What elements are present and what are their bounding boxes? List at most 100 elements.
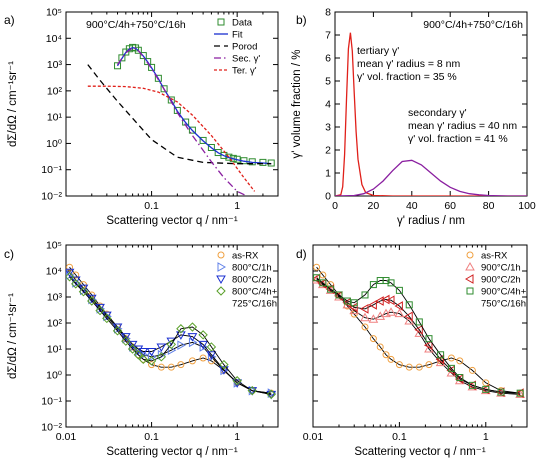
x-tick-label: 100 (518, 200, 536, 212)
data-layer (66, 263, 277, 400)
data-point (146, 356, 157, 366)
data-point (139, 349, 149, 360)
y-tick-label: 10⁵ (46, 7, 62, 19)
data-point (343, 297, 351, 305)
data-point (78, 284, 89, 294)
legend-label: 800°C/4h+ (232, 287, 278, 298)
fit-line-2 (316, 279, 521, 395)
data-point (405, 363, 413, 371)
data-point (266, 390, 277, 400)
y-tick-label: 10⁻¹ (41, 396, 62, 408)
y-tick-label: 1 (325, 168, 331, 180)
data-point (188, 357, 196, 365)
data-point (87, 296, 97, 306)
data-point (144, 58, 152, 66)
y-tick-label: 10² (47, 85, 63, 97)
legend-label: 800°C/2h (232, 275, 272, 286)
x-tick-label: 1 (234, 200, 240, 212)
fit-line-1 (69, 266, 272, 394)
data-point (394, 301, 403, 311)
data-point (167, 363, 175, 371)
x-tick-label: 0.01 (303, 431, 324, 443)
legend-label: Sec. γ' (232, 54, 260, 65)
data-point (139, 52, 147, 60)
panel-label: d) (296, 247, 307, 261)
legend-label: 900°C/2h (481, 275, 521, 286)
data-point (199, 136, 207, 144)
series-line-4 (116, 47, 248, 196)
data-point (382, 351, 390, 359)
data-point (387, 355, 395, 363)
data-point (232, 376, 242, 386)
y-tick-label: 10⁵ (46, 240, 62, 252)
x-tick-label: 20 (368, 200, 380, 212)
data-point (327, 285, 335, 293)
y-tick-label: 10⁰ (46, 370, 63, 382)
data-point (350, 299, 358, 307)
data-point (435, 357, 446, 367)
data-point (118, 54, 126, 62)
data-point (361, 291, 369, 299)
data-point (177, 361, 185, 369)
plot-frame (334, 11, 528, 197)
distribution-note: γ' vol. fraction = 41 % (408, 133, 508, 145)
legend-swatch (466, 251, 474, 259)
data-point (102, 313, 112, 324)
data-point (266, 389, 276, 400)
data-point (114, 62, 122, 70)
data-point (368, 299, 377, 310)
data-point (78, 286, 89, 297)
x-axis-label: Scattering vector q / nm⁻¹ (106, 215, 238, 227)
distribution-note: tertiary γ' (357, 45, 399, 57)
data-point (482, 385, 490, 393)
chart-panel-3: c) 0.01 0.1 1 10⁻² 10⁻¹ 10⁰ 10¹ 10² 10³ 10⁴ 10⁵ Scat… (4, 240, 279, 458)
data-point (127, 344, 138, 354)
data-point (414, 324, 423, 335)
panel-label: a) (4, 13, 15, 27)
fit-line-4 (316, 277, 521, 394)
data-point (313, 274, 321, 282)
y-tick-label: 10¹ (47, 344, 63, 356)
data-point (425, 335, 433, 343)
data-point (95, 305, 105, 316)
data-point (468, 381, 476, 389)
y-tick-label: 3 (325, 122, 331, 134)
data-point (133, 350, 144, 360)
data-point (134, 46, 142, 54)
data-point (376, 343, 384, 351)
data-point (415, 318, 423, 326)
y-tick-label: 8 (325, 7, 331, 19)
data-point (121, 336, 131, 346)
data-layer (87, 43, 275, 196)
data-point (138, 348, 149, 357)
data-point (148, 361, 156, 369)
data-point (138, 354, 148, 365)
plot-frame (65, 244, 279, 428)
data-point (425, 361, 433, 369)
y-tick-label: 5 (325, 76, 331, 88)
data-point (415, 363, 423, 371)
legend-swatch (216, 286, 226, 296)
data-point (176, 324, 186, 334)
chart-panel-2: b) 0 20 40 60 80 100 0 1 2 3 4 5 6 7 8 γ' radius / nm γ' … (291, 7, 536, 228)
data-point (198, 330, 208, 340)
legend-label: 800°C/1h (232, 263, 272, 274)
panel-label: c) (4, 247, 14, 261)
series-line-1 (335, 32, 527, 196)
data-point (154, 74, 162, 82)
legend-label: 725°C/16h (232, 299, 277, 310)
legend-label: 900°C/1h (481, 263, 521, 274)
y-tick-label: 7 (325, 30, 331, 42)
data-layer (335, 32, 527, 196)
data-point (405, 301, 413, 309)
data-point (386, 307, 396, 316)
data-point (166, 339, 177, 350)
y-tick-label: 10⁰ (46, 138, 63, 150)
y-tick-label: 2 (325, 145, 331, 157)
data-point (157, 363, 165, 371)
y-axis-label: γ' volume fraction / % (291, 50, 303, 159)
data-point (207, 144, 215, 152)
